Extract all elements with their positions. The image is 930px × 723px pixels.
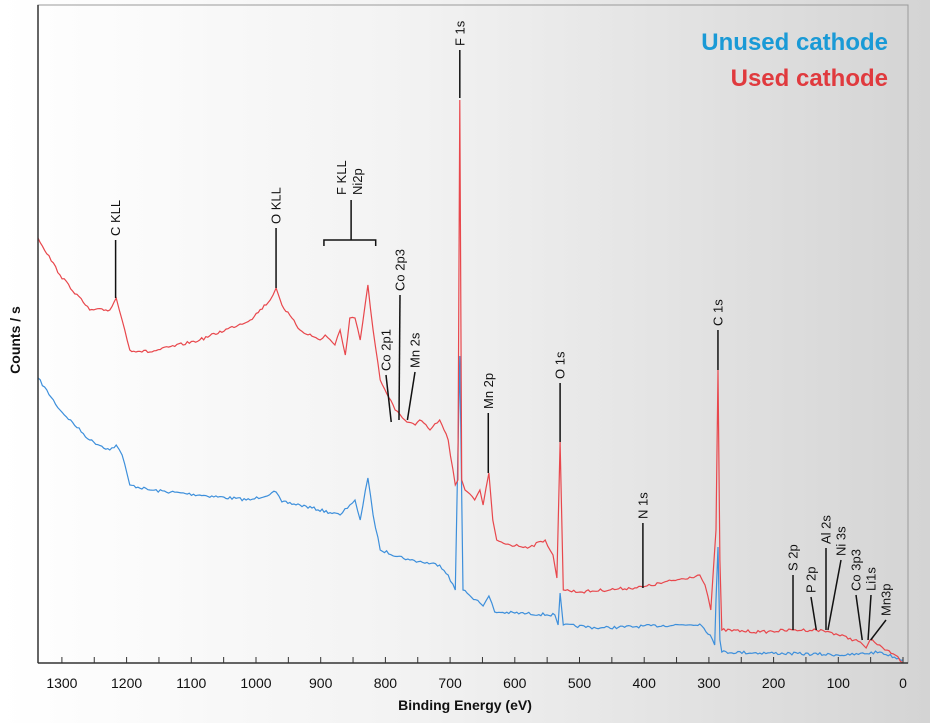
peak-label: F 1s <box>452 20 467 46</box>
peak-label: P 2p <box>804 566 819 593</box>
peak-label: Li1s <box>864 567 879 591</box>
x-axis-title: Binding Energy (eV) <box>398 697 532 713</box>
annotation-leader-line <box>867 594 872 641</box>
annotation-leader-line <box>870 619 887 641</box>
x-tick-label: 900 <box>309 675 333 691</box>
traces <box>37 99 904 664</box>
legend-unused-cathode: Unused cathode <box>701 29 888 56</box>
x-tick-label: 500 <box>568 675 592 691</box>
peak-label: Mn 2p <box>481 373 496 409</box>
x-ticks: 1300 1200 1100 1000 900 800 700 600 500 400 300 200… <box>46 657 907 691</box>
x-tick-label: 800 <box>374 675 398 691</box>
peak-label: C KLL <box>108 200 123 236</box>
x-tick-label: 700 <box>438 675 462 691</box>
x-tick-label: 300 <box>697 675 721 691</box>
peak-label: Co 2p3 <box>393 249 408 291</box>
peak-label: Ni2p <box>350 168 365 195</box>
y-axis-title: Counts / s <box>7 306 23 374</box>
annotation-leader-line <box>855 594 863 641</box>
peak-label: Co 3p3 <box>849 549 864 591</box>
peak-annotations: C KLL O KLL Co 2p1 Co 2p3 Mn 2s F 1s Mn 2p O 1s… <box>108 20 894 641</box>
peak-label: Al 2s <box>819 515 834 544</box>
annotation-leader-line <box>827 559 842 631</box>
peak-label: Mn 2s <box>408 332 423 368</box>
x-tick-label: 400 <box>633 675 657 691</box>
annotation-leader-line <box>810 596 818 631</box>
x-tick-label: 1100 <box>176 675 206 691</box>
peak-label: S 2p <box>786 544 801 571</box>
plot-frame <box>37 4 909 664</box>
series-line-used-cathode <box>37 99 904 664</box>
series-line-unused-cathode <box>37 355 904 662</box>
peak-label: Co 2p1 <box>379 329 394 371</box>
annotation-leader-line <box>406 371 416 421</box>
bracket-annotation <box>323 200 377 246</box>
x-tick-label: 1200 <box>111 675 142 691</box>
legend-used-cathode: Used cathode <box>731 65 888 92</box>
peak-label: F KLL <box>334 160 349 195</box>
annotation-leader-line <box>398 294 401 421</box>
peak-label: N 1s <box>635 492 650 519</box>
peak-label: Mn3p <box>879 583 894 616</box>
x-tick-label: 0 <box>899 675 907 691</box>
annotation-leader-line <box>385 374 392 423</box>
peak-label: O KLL <box>269 187 284 224</box>
x-tick-label: 100 <box>827 675 851 691</box>
x-tick-label: 1300 <box>46 675 77 691</box>
peak-label: O 1s <box>553 351 568 379</box>
x-tick-label: 600 <box>503 675 527 691</box>
x-tick-label: 1000 <box>240 675 271 691</box>
peak-label: Ni 3s <box>834 526 849 556</box>
x-tick-label: 200 <box>762 675 786 691</box>
peak-label: C 1s <box>710 299 725 326</box>
